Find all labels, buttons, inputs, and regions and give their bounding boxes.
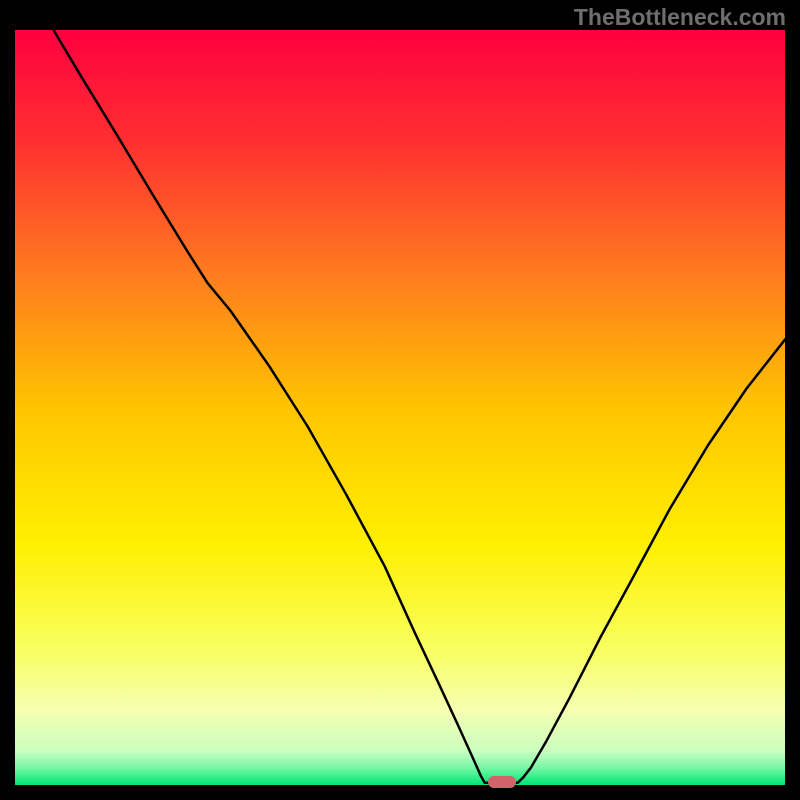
plot-area xyxy=(15,30,785,785)
watermark-text: TheBottleneck.com xyxy=(574,4,786,31)
optimal-marker xyxy=(488,776,516,788)
gradient-background xyxy=(15,30,785,785)
plot-svg xyxy=(15,30,785,785)
chart-container: TheBottleneck.com xyxy=(0,0,800,800)
